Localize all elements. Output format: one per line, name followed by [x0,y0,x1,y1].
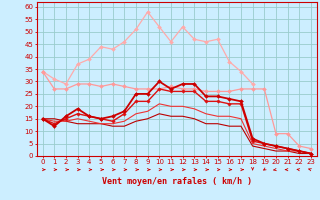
X-axis label: Vent moyen/en rafales ( km/h ): Vent moyen/en rafales ( km/h ) [102,177,252,186]
